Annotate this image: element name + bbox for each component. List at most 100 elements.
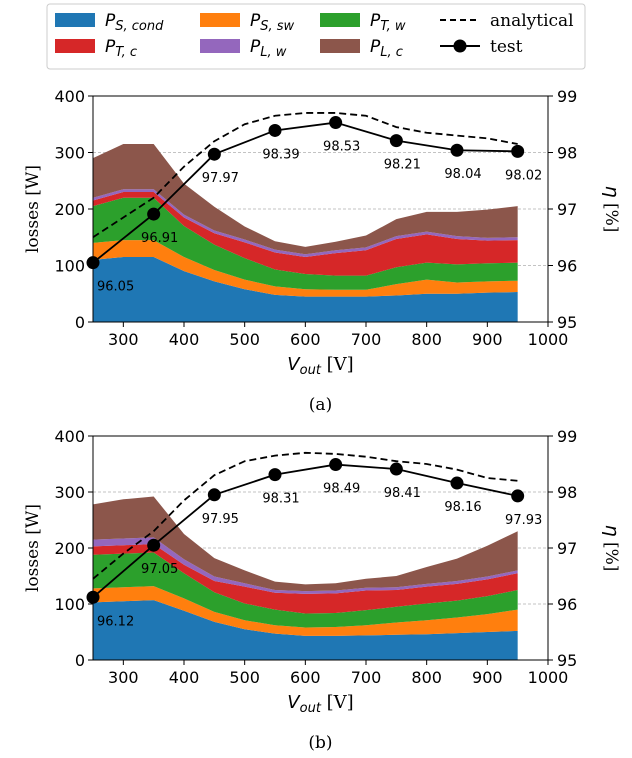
area-p_l_c (93, 496, 518, 592)
area-p_s_cond (93, 257, 518, 322)
test-point (207, 488, 221, 502)
legend-label-test: test (490, 37, 523, 57)
data-label: 98.49 (323, 482, 360, 497)
legend-label-p_l_c: PL, c (370, 37, 403, 60)
x-axis-title: Vout [V] (287, 692, 353, 716)
y-tick-label: 300 (54, 483, 85, 502)
test-point (147, 207, 161, 221)
x-tick-label: 500 (229, 668, 260, 687)
x-tick-label: 1000 (528, 330, 569, 349)
legend-item-p_t_w: PT, w (320, 11, 406, 34)
data-label: 96.91 (141, 231, 178, 246)
legend-label-p_l_w: PL, w (250, 37, 287, 60)
data-label: 97.97 (202, 171, 239, 186)
legend-item-analytical: analytical (440, 11, 574, 31)
data-label: 97.05 (141, 562, 178, 577)
test-point (389, 462, 403, 476)
y2-tick-label: 99 (557, 427, 577, 446)
legend-item-p_s_cond: PS, cond (55, 11, 164, 34)
y-axis-title: losses [W] (23, 504, 43, 592)
legend-item-p_t_c: PT, c (55, 37, 137, 60)
y2-tick-label: 98 (557, 483, 577, 502)
x-tick-label: 600 (290, 668, 321, 687)
area-p_t_c (93, 192, 518, 276)
legend-label-p_t_w: PT, w (370, 11, 406, 34)
y-axis-right: 95 96 97 98 99 (548, 427, 577, 670)
data-label: 98.39 (262, 147, 299, 162)
panel-caption: (a) (309, 395, 332, 415)
test-markers (86, 458, 525, 604)
test-point (450, 143, 464, 157)
stacked-areas (93, 496, 518, 660)
legend-swatch-p_t_c (55, 39, 95, 53)
area-p_l_c (93, 144, 518, 255)
test-point (268, 468, 282, 482)
y-axis-left: 0 100 200 300 400 (54, 87, 93, 332)
legend-item-p_l_w: PL, w (200, 37, 287, 60)
test-point (268, 123, 282, 137)
area-p_s_sw (93, 586, 518, 636)
y2-axis-title: η [%] (601, 525, 623, 572)
y2-axis-title: η [%] (601, 186, 623, 233)
y2-tick-label: 99 (557, 87, 577, 106)
legend-label-p_s_cond: PS, cond (105, 11, 164, 34)
y-tick-label: 100 (54, 595, 85, 614)
x-tick-label: 700 (351, 668, 382, 687)
y2-tick-label: 97 (557, 200, 577, 219)
legend: PS, cond PT, c PS, sw PL, w PT, w PL, c analyt… (46, 3, 586, 70)
test-point (329, 458, 343, 472)
x-tick-label: 300 (108, 668, 139, 687)
x-tick-label: 700 (351, 330, 382, 349)
data-label: 98.21 (384, 158, 421, 173)
legend-label-analytical: analytical (490, 11, 574, 31)
stacked-areas (93, 144, 518, 322)
area-p_s_cond (93, 600, 518, 660)
data-labels: 96.05 96.91 97.97 98.39 98.53 98.21 98.04 98.02 (97, 140, 542, 295)
x-tick-label: 400 (169, 330, 200, 349)
x-tick-label: 900 (472, 668, 503, 687)
analytical-line (92, 451, 518, 580)
x-tick-label: 600 (290, 330, 321, 349)
y-tick-label: 0 (75, 313, 85, 332)
legend-swatch-p_s_sw (200, 13, 240, 27)
chart-panel-b: 96.12 97.05 97.95 98.31 98.49 98.41 98.16 97.93… (23, 427, 623, 753)
legend-item-p_l_c: PL, c (320, 37, 403, 60)
data-label: 98.31 (262, 492, 299, 507)
y-axis-right: 95 96 97 98 99 (548, 87, 577, 332)
legend-item-p_s_sw: PS, sw (200, 11, 295, 34)
legend-marker-test (453, 39, 467, 53)
y-tick-label: 400 (54, 87, 85, 106)
y-tick-label: 0 (75, 651, 85, 670)
test-line (92, 463, 518, 598)
test-line (92, 121, 518, 264)
test-point (329, 116, 343, 130)
y-tick-label: 400 (54, 427, 85, 446)
y2-tick-label: 96 (557, 595, 577, 614)
x-tick-label: 900 (472, 330, 503, 349)
legend-label-p_t_c: PT, c (105, 37, 137, 60)
data-label: 96.05 (97, 280, 134, 295)
panel-caption: (b) (308, 733, 332, 753)
test-markers (86, 116, 525, 270)
x-tick-label: 400 (169, 668, 200, 687)
area-p_t_w (93, 552, 518, 628)
data-label: 98.16 (444, 500, 481, 515)
data-label: 96.12 (97, 614, 134, 629)
x-tick-label: 800 (411, 668, 442, 687)
y-axis-left: 0 100 200 300 400 (54, 427, 93, 670)
data-labels: 96.12 97.05 97.95 98.31 98.49 98.41 98.16 97.93 (97, 482, 542, 630)
x-axis-title: Vout [V] (287, 354, 353, 378)
y2-tick-label: 95 (557, 651, 577, 670)
x-tick-label: 800 (411, 330, 442, 349)
data-label: 98.04 (444, 167, 481, 182)
legend-swatch-p_s_cond (55, 13, 95, 27)
test-point (511, 144, 525, 158)
legend-swatch-p_l_w (200, 39, 240, 53)
x-tick-label: 500 (229, 330, 260, 349)
y2-tick-label: 95 (557, 313, 577, 332)
x-tick-label: 1000 (528, 668, 569, 687)
y-tick-label: 300 (54, 144, 85, 163)
y-tick-label: 200 (54, 200, 85, 219)
area-p_l_w (93, 537, 518, 594)
